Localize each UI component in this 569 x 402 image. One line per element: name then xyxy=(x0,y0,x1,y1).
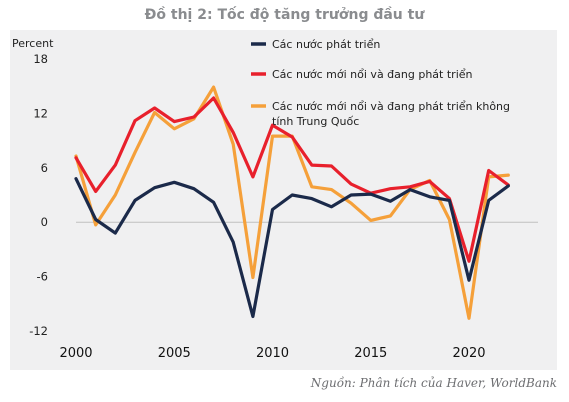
series-line xyxy=(74,96,510,263)
y-tick-label: 18 xyxy=(33,52,48,66)
chart-title: Đồ thị 2: Tốc độ tăng trưởng đầu tư xyxy=(144,7,425,23)
y-axis-label: Percent xyxy=(12,37,54,50)
x-tick-label: 2015 xyxy=(354,346,387,361)
x-tick-label: 2000 xyxy=(59,346,92,361)
y-tick-label: -6 xyxy=(37,270,48,284)
y-tick-label: 0 xyxy=(41,215,48,229)
x-tick-label: 2010 xyxy=(256,346,289,361)
legend-label: Các nước phát triển xyxy=(272,38,380,51)
source-note: Nguồn: Phân tích của Haver, WorldBank xyxy=(310,376,557,390)
y-tick-label: -12 xyxy=(29,324,48,338)
x-tick-label: 2020 xyxy=(452,346,485,361)
y-axis-ticks: 18 12 6 0 -6 -12 xyxy=(29,52,48,338)
y-tick-label: 12 xyxy=(33,106,48,120)
x-axis-ticks: 2000 2005 2010 2015 2020 xyxy=(59,346,485,361)
legend-label: Các nước mới nổi và đang phát triển xyxy=(272,68,473,81)
chart-panel: Percent 18 12 6 0 -6 -12 2000 2005 2010 2015 2020… xyxy=(10,30,557,370)
line-chart: Percent 18 12 6 0 -6 -12 2000 2005 2010 2015 2020… xyxy=(12,37,538,361)
series-lines xyxy=(74,85,510,320)
legend: Các nước phát triển Các nước mới nổi và đ… xyxy=(251,38,510,128)
legend-label: Các nước mới nổi và đang phát triển khôn… xyxy=(272,100,510,128)
y-tick-label: 6 xyxy=(41,161,48,175)
x-tick-label: 2005 xyxy=(158,346,191,361)
series-line xyxy=(74,177,510,319)
